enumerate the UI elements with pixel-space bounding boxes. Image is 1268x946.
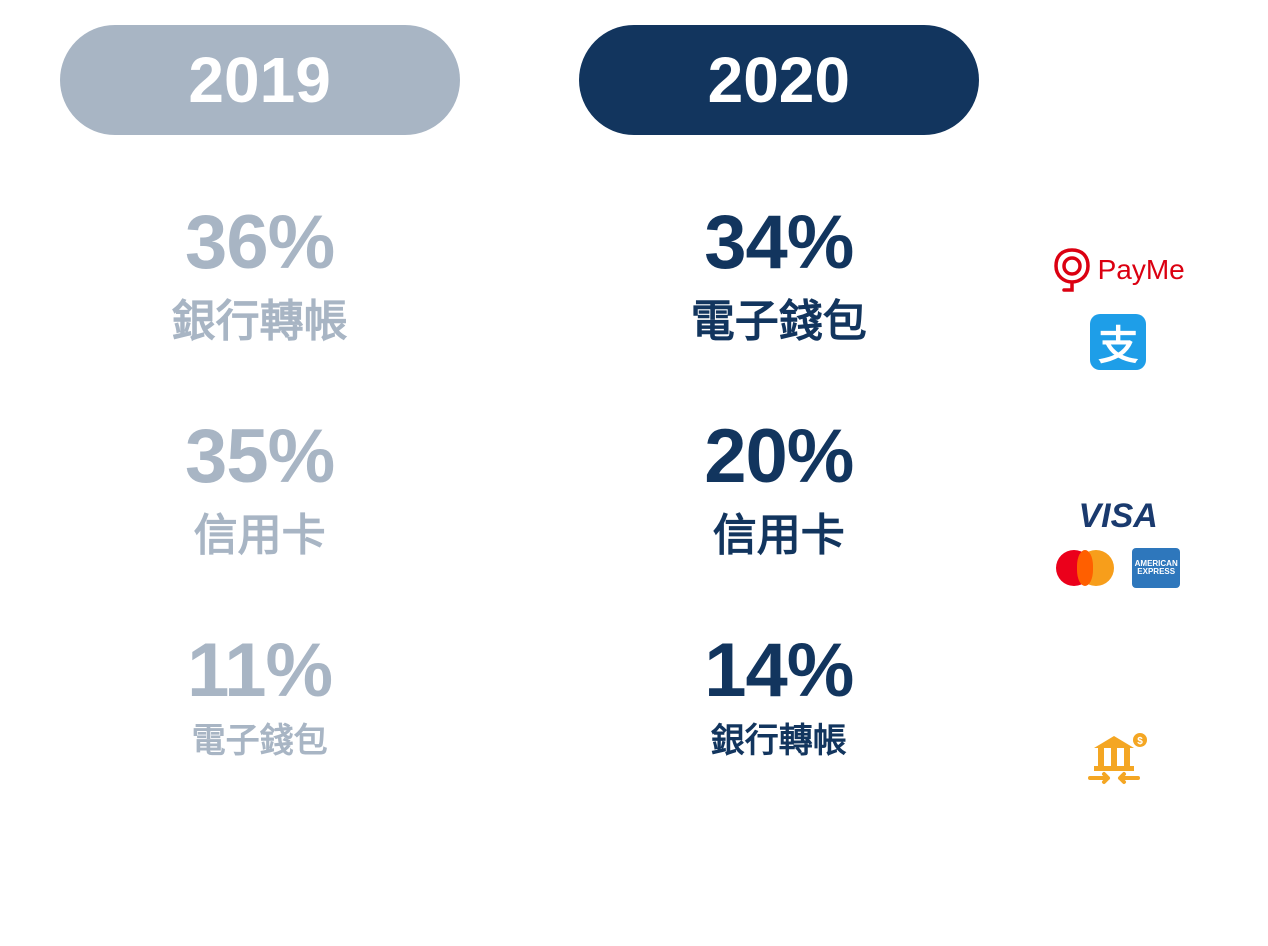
payme-logo: PayMe	[1052, 246, 1185, 294]
stat-label: 電子錢包	[691, 285, 867, 349]
stat-label: 電子錢包	[192, 713, 328, 762]
ewallet-icons: PayMe 支	[1052, 205, 1185, 410]
stat-percent: 36%	[185, 205, 334, 281]
stat-percent: 14%	[704, 633, 853, 709]
alipay-glyph: 支	[1098, 313, 1138, 371]
infographic-root: 2019 36% 銀行轉帳 35% 信用卡 11% 電子錢包 2020 34% …	[0, 0, 1268, 860]
stat-2019-1: 35% 信用卡	[185, 419, 334, 563]
stat-percent: 20%	[704, 419, 853, 495]
stat-percent: 35%	[185, 419, 334, 495]
alipay-icon: 支	[1090, 314, 1146, 370]
visa-logo: VISA	[1079, 497, 1158, 536]
icons-column: PayMe 支 VISA AMERICAN EXPRESS	[1008, 25, 1228, 835]
cards-row: AMERICAN EXPRESS	[1056, 548, 1180, 588]
stat-label: 銀行轉帳	[172, 285, 348, 349]
stat-label: 信用卡	[194, 499, 326, 563]
bank-icons: $	[1086, 680, 1150, 835]
mastercard-icon	[1056, 550, 1114, 586]
column-2019: 2019 36% 銀行轉帳 35% 信用卡 11% 電子錢包	[40, 25, 479, 835]
svg-text:$: $	[1137, 736, 1143, 747]
year-pill-2019: 2019	[60, 25, 460, 135]
payme-text: PayMe	[1098, 254, 1185, 286]
stat-label: 銀行轉帳	[711, 713, 847, 762]
year-pill-2020: 2020	[579, 25, 979, 135]
amex-icon: AMERICAN EXPRESS	[1132, 548, 1180, 588]
payme-icon	[1052, 246, 1092, 294]
stat-label: 信用卡	[713, 499, 845, 563]
mastercard-overlap	[1077, 550, 1093, 586]
stat-2020-0: 34% 電子錢包	[691, 205, 867, 349]
stat-percent: 11%	[187, 633, 332, 709]
stat-2020-2: 14% 銀行轉帳	[704, 633, 853, 762]
year-label-2020: 2020	[708, 43, 850, 117]
stat-2020-1: 20% 信用卡	[704, 419, 853, 563]
bank-transfer-icon: $	[1086, 730, 1150, 786]
stat-percent: 34%	[704, 205, 853, 281]
column-2020: 2020 34% 電子錢包 20% 信用卡 14% 銀行轉帳	[549, 25, 1008, 835]
stat-2019-2: 11% 電子錢包	[187, 633, 332, 762]
stat-2019-0: 36% 銀行轉帳	[172, 205, 348, 349]
amex-text: AMERICAN EXPRESS	[1135, 560, 1178, 576]
year-label-2019: 2019	[188, 43, 330, 117]
amex-line2: EXPRESS	[1137, 567, 1175, 576]
creditcard-icons: VISA AMERICAN EXPRESS	[1056, 440, 1180, 645]
